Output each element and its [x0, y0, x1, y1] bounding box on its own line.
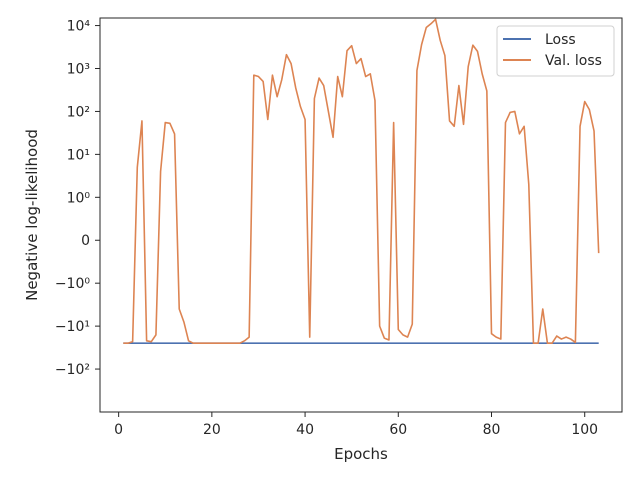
series-line-1	[123, 18, 600, 345]
x-tick-label: 60	[389, 422, 407, 438]
y-tick-label: 10⁴	[67, 19, 91, 35]
y-tick-label: −10¹	[55, 319, 90, 335]
x-tick-label: 20	[203, 422, 221, 438]
y-axis-label: Negative log-likelihood	[23, 129, 41, 301]
series-layer	[123, 18, 600, 345]
y-axis: −10² −10¹ −10⁰ 0 10⁰ 10¹ 10² 10³ 10⁴	[55, 19, 100, 378]
y-tick-label: −10⁰	[55, 276, 91, 292]
legend-label-1: Val. loss	[545, 53, 602, 69]
legend: Loss Val. loss	[496, 25, 615, 77]
x-axis-label: Epochs	[334, 445, 388, 463]
y-tick-label: 10¹	[67, 147, 90, 163]
legend-label-0: Loss	[545, 32, 576, 48]
y-tick-label: 10²	[67, 104, 90, 120]
y-tick-label: 10³	[67, 61, 90, 77]
x-tick-label: 80	[483, 422, 501, 438]
x-tick-label: 100	[571, 422, 598, 438]
x-tick-label: 40	[296, 422, 314, 438]
y-tick-label: 0	[81, 233, 90, 249]
plot-frame	[99, 17, 623, 413]
y-tick-label: 10⁰	[67, 190, 91, 206]
x-axis: 0 20 40 60 80 100	[114, 412, 598, 438]
y-tick-label: −10²	[55, 362, 90, 378]
plot-area	[100, 18, 622, 412]
x-tick-label: 0	[114, 422, 123, 438]
